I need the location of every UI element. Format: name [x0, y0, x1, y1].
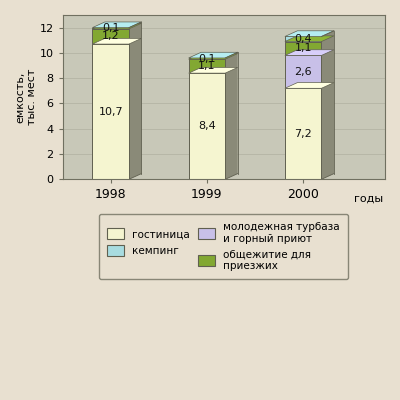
Text: 8,4: 8,4 [198, 121, 216, 131]
Polygon shape [285, 31, 334, 36]
Bar [189, 58, 225, 59]
Text: 0,1: 0,1 [198, 54, 216, 64]
Polygon shape [225, 52, 238, 179]
Text: 1,1: 1,1 [198, 61, 216, 71]
Polygon shape [189, 68, 238, 73]
Y-axis label: емкость,
тыс. мест: емкость, тыс. мест [15, 69, 37, 125]
Text: 0,4: 0,4 [294, 34, 312, 44]
Polygon shape [285, 50, 334, 56]
Polygon shape [92, 22, 142, 28]
Text: 1,2: 1,2 [102, 32, 120, 42]
Bar [92, 44, 129, 179]
Polygon shape [189, 52, 238, 58]
Polygon shape [129, 22, 142, 179]
Text: 0,1: 0,1 [102, 23, 120, 33]
Text: 1,1: 1,1 [294, 44, 312, 54]
Text: годы: годы [354, 193, 383, 203]
Polygon shape [285, 83, 334, 88]
Bar [285, 36, 322, 42]
Polygon shape [322, 31, 334, 179]
Bar [189, 73, 225, 179]
Text: 7,2: 7,2 [294, 129, 312, 139]
Polygon shape [189, 54, 238, 59]
Bar [285, 56, 322, 88]
Bar [285, 42, 322, 56]
Polygon shape [92, 38, 142, 44]
Bar [92, 29, 129, 44]
Polygon shape [92, 23, 142, 29]
Text: 2,6: 2,6 [294, 67, 312, 77]
Polygon shape [285, 36, 334, 42]
Bar [189, 59, 225, 73]
Text: 10,7: 10,7 [98, 107, 123, 117]
Legend: гостиница, кемпинг, молодежная турбаза
и горный приют, общежитие для
приезжих: гостиница, кемпинг, молодежная турбаза и… [99, 214, 348, 279]
Bar [285, 88, 322, 179]
Bar [92, 28, 129, 29]
